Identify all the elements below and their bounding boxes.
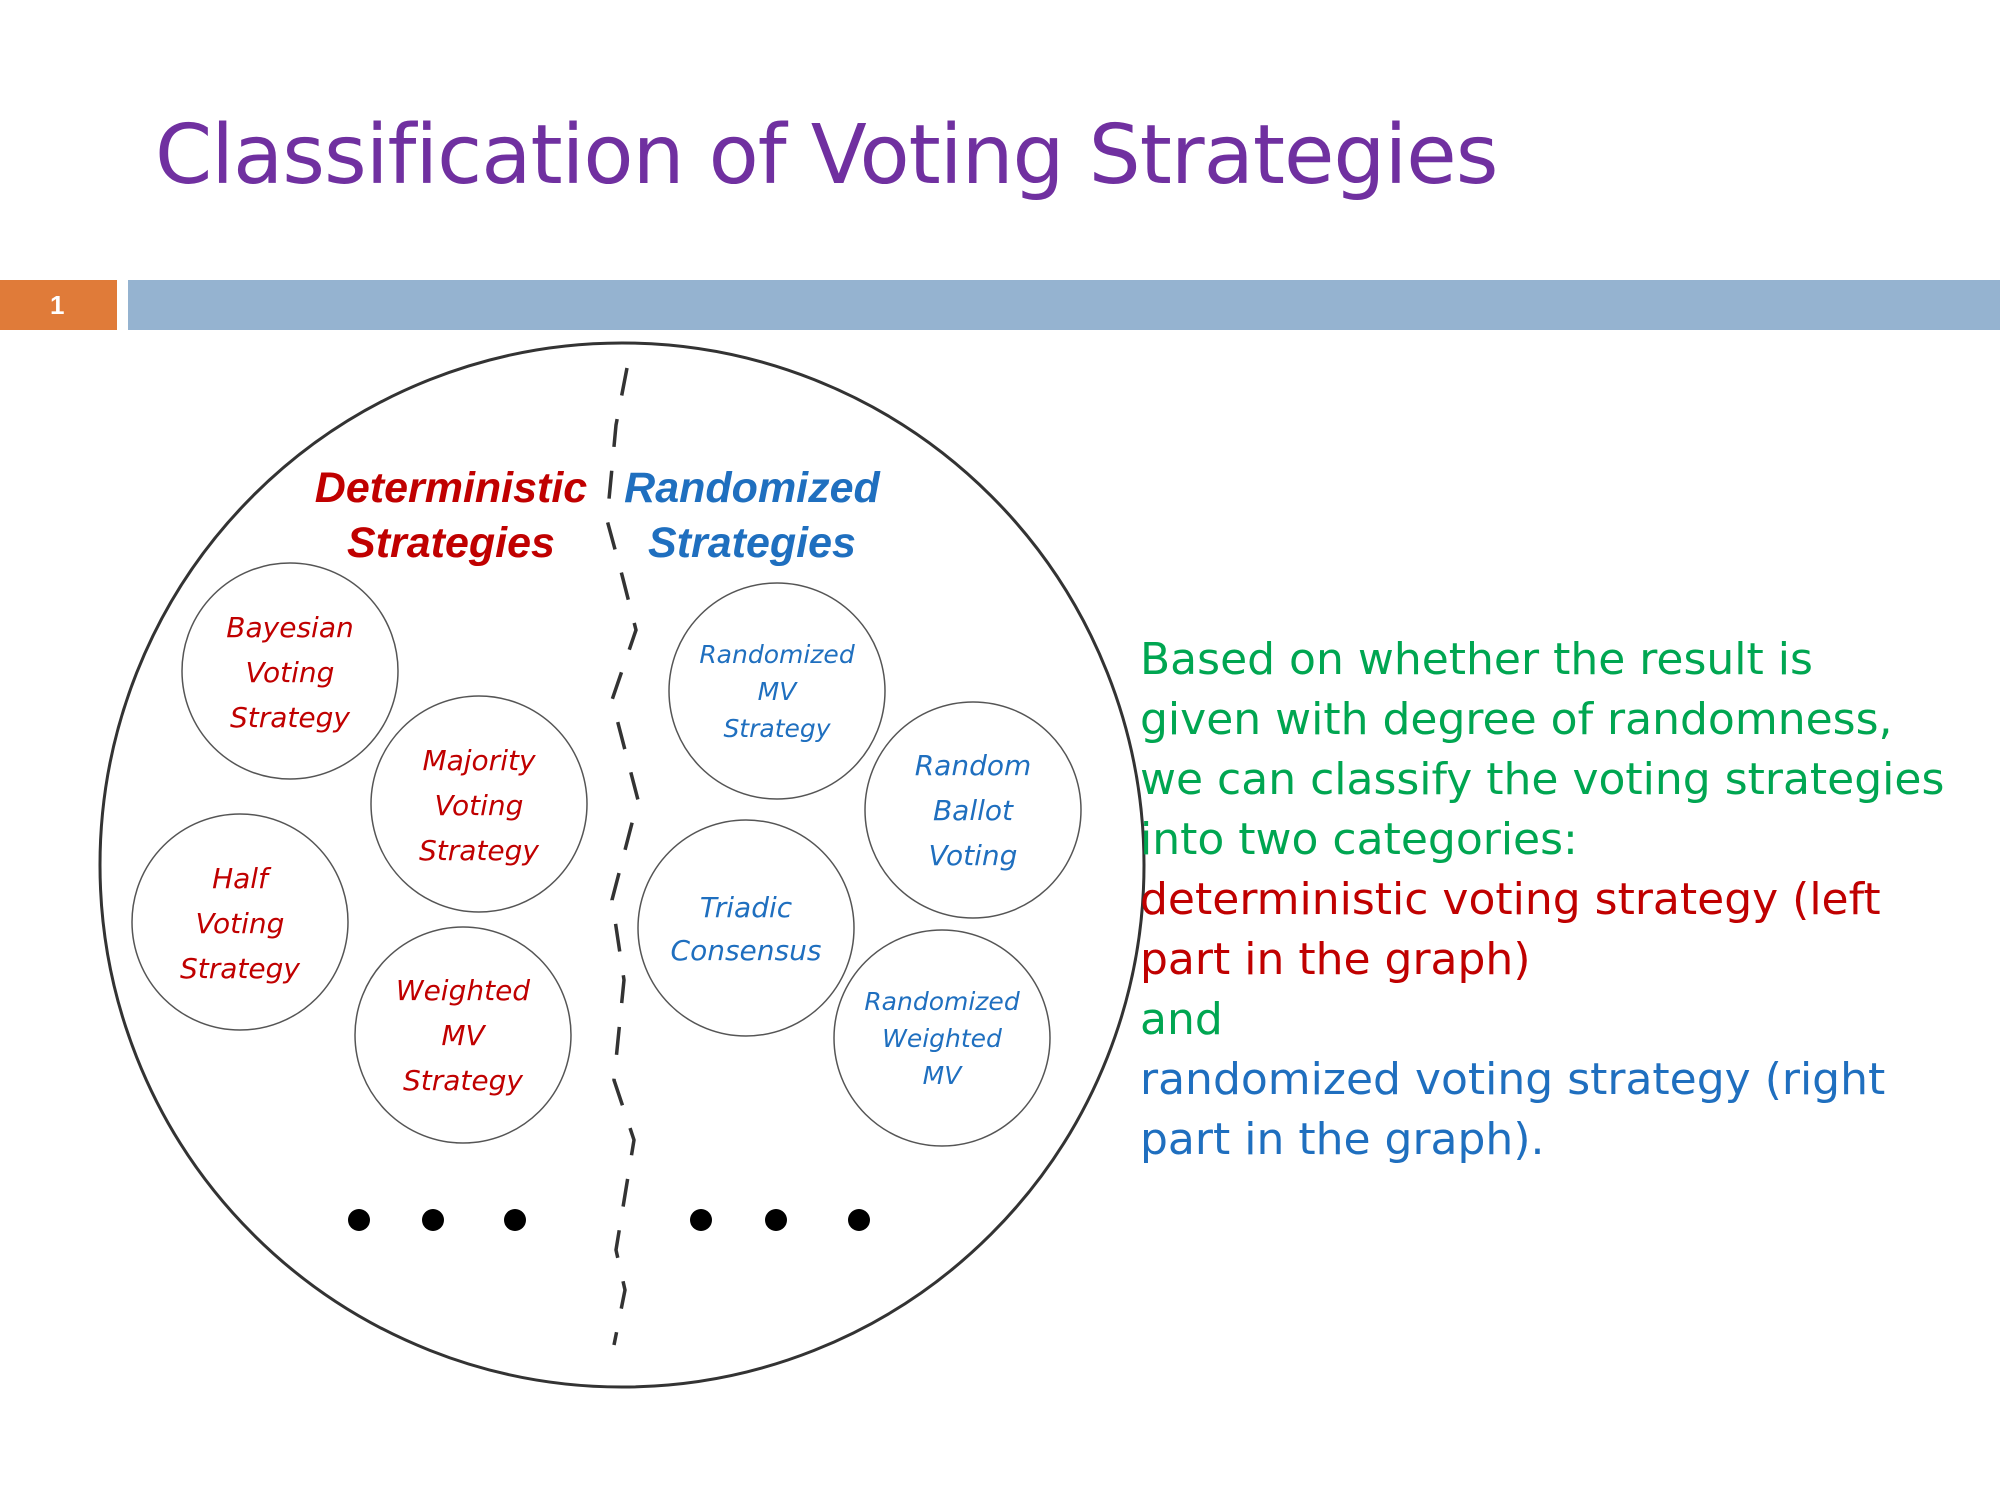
bubble-text: Strategy bbox=[723, 714, 831, 743]
bubble-text: MV bbox=[758, 677, 799, 706]
bubble-text: Voting bbox=[929, 839, 1018, 872]
ellipsis-dot bbox=[690, 1209, 712, 1231]
bubble-text: Randomized bbox=[864, 987, 1020, 1016]
strategy-bubble-triadic-consensus: Triadic Consensus bbox=[637, 819, 855, 1037]
bubble-text: MV bbox=[441, 1019, 486, 1052]
bubble-text: MV bbox=[923, 1061, 964, 1090]
randomized-label-line2: Strategies bbox=[648, 519, 856, 567]
description-text: Based on whether the result is given wit… bbox=[1140, 630, 1980, 1170]
ellipsis-left bbox=[348, 1209, 526, 1231]
ellipsis-dot bbox=[765, 1209, 787, 1231]
divider-line bbox=[605, 367, 640, 1346]
bubble-text: Ballot bbox=[933, 794, 1014, 827]
ellipsis-dot bbox=[848, 1209, 870, 1231]
deterministic-label-line1: Deterministic bbox=[315, 464, 588, 512]
bubble-text: Strategy bbox=[230, 701, 350, 734]
slide-title: Classification of Voting Strategies bbox=[155, 108, 1498, 203]
ellipsis-dot bbox=[422, 1209, 444, 1231]
ellipsis-dot bbox=[504, 1209, 526, 1231]
description-line: given with degree of randomness, bbox=[1140, 694, 1893, 745]
bubble-text: Voting bbox=[246, 656, 335, 689]
bubble-text: Voting bbox=[435, 789, 524, 822]
strategy-bubble-randomized-weighted-mv: Randomized Weighted MV bbox=[833, 929, 1051, 1147]
strategy-bubble-randomized-mv: Randomized MV Strategy bbox=[668, 582, 886, 800]
bubble-text: Triadic bbox=[700, 891, 793, 924]
strategy-bubble-majority: Majority Voting Strategy bbox=[370, 695, 588, 913]
strategy-bubble-random-ballot: Random Ballot Voting bbox=[864, 701, 1082, 919]
bubble-text: Strategy bbox=[180, 952, 300, 985]
header-band bbox=[128, 280, 2000, 330]
description-line: part in the graph) bbox=[1140, 934, 1531, 985]
deterministic-label-line2: Strategies bbox=[347, 519, 555, 567]
description-line: and bbox=[1140, 994, 1223, 1045]
bubble-text: Consensus bbox=[671, 934, 822, 967]
bubble-text: Half bbox=[212, 862, 272, 895]
strategy-bubble-weighted-mv: Weighted MV Strategy bbox=[354, 926, 572, 1144]
bubble-text: Bayesian bbox=[226, 611, 353, 644]
bubble-text: Majority bbox=[422, 744, 535, 777]
description-line: we can classify the voting strategies bbox=[1140, 754, 1945, 805]
bubble-text: Weighted bbox=[882, 1024, 1002, 1053]
bubble-text: Strategy bbox=[403, 1064, 523, 1097]
description-line: Based on whether the result is bbox=[1140, 634, 1813, 685]
bubble-text: Randomized bbox=[699, 640, 855, 669]
description-line: deterministic voting strategy (left bbox=[1140, 874, 1881, 925]
description-line: into two categories: bbox=[1140, 814, 1578, 865]
randomized-label-line1: Randomized bbox=[624, 464, 880, 512]
description-line: part in the graph). bbox=[1140, 1114, 1545, 1165]
strategy-bubble-bayesian: Bayesian Voting Strategy bbox=[181, 562, 399, 780]
description-line: randomized voting strategy (right bbox=[1140, 1054, 1886, 1105]
ellipsis-dot bbox=[348, 1209, 370, 1231]
strategy-bubble-half: Half Voting Strategy bbox=[131, 813, 349, 1031]
slide-number: 1 bbox=[0, 280, 117, 330]
bubble-text: Voting bbox=[196, 907, 285, 940]
bubble-text: Random bbox=[915, 749, 1032, 782]
ellipsis-right bbox=[690, 1209, 870, 1231]
bubble-text: Strategy bbox=[419, 834, 539, 867]
outer-circle bbox=[98, 341, 1146, 1389]
bubble-text: Weighted bbox=[396, 974, 530, 1007]
